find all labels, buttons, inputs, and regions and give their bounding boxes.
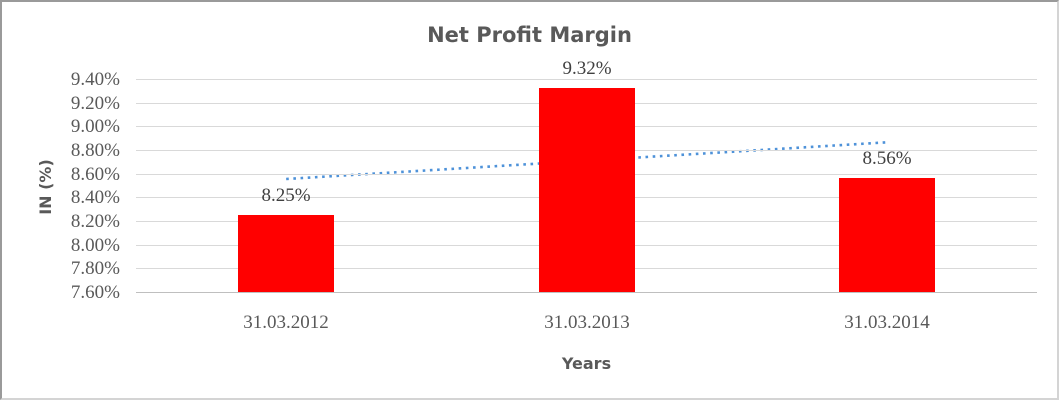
bar-31.03.2013[interactable] [539,88,635,292]
bar-31.03.2012[interactable] [238,215,334,292]
y-tick-label: 8.20% [70,211,120,232]
y-tick-label: 8.40% [70,187,120,208]
category-label: 31.03.2014 [844,312,930,333]
bar-31.03.2014[interactable] [839,178,935,292]
chart-title: Net Profit Margin [427,23,632,47]
y-tick-label: 8.00% [70,235,120,256]
data-label: 8.25% [261,185,311,206]
data-label: 9.32% [562,58,612,79]
category-label: 31.03.2012 [243,312,329,333]
y-tick-label: 9.00% [70,116,120,137]
data-label: 8.56% [862,148,912,169]
x-axis-title: Years [561,354,612,373]
y-tick-label: 7.80% [70,258,120,279]
y-tick-label: 9.20% [70,93,120,114]
y-tick-label: 7.60% [70,282,120,303]
x-axis-line [136,292,1037,293]
y-tick-label: 8.60% [70,164,120,185]
category-label: 31.03.2013 [544,312,630,333]
y-tick-label: 8.80% [70,140,120,161]
y-tick-label: 9.40% [70,69,120,90]
gridline [136,79,1037,80]
